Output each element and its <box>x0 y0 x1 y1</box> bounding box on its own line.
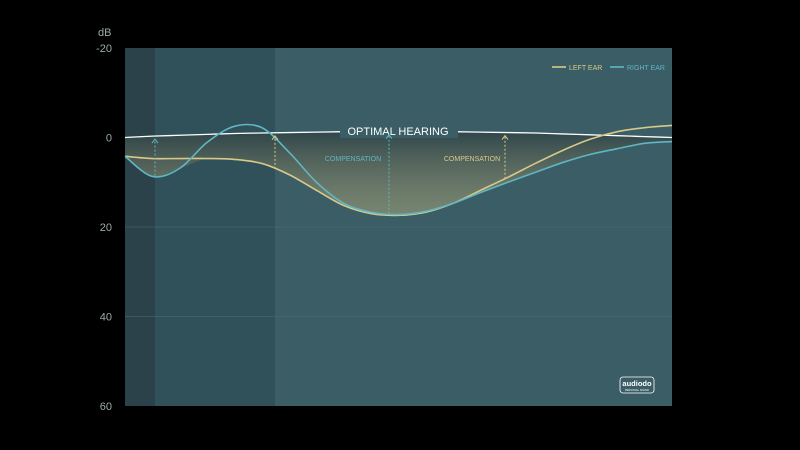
compensation-fill <box>125 131 672 216</box>
left-ear-line <box>124 124 673 217</box>
legend-left-ear: LEFT EAR <box>569 65 602 72</box>
y-tick-label: 60 <box>100 401 112 413</box>
optimal-label-bg <box>340 122 458 138</box>
svg-text:audiodo: audiodo <box>622 379 652 388</box>
y-axis-label: dB <box>98 27 111 39</box>
y-tick-label: 0 <box>106 133 112 145</box>
y-tick-label: 40 <box>100 312 112 324</box>
legend: LEFT EAR RIGHT EAR <box>552 65 665 72</box>
y-tick-label: 20 <box>100 222 112 234</box>
arrow-head-icon <box>271 134 279 141</box>
arrow-head-icon <box>501 134 509 140</box>
legend-right-ear: RIGHT EAR <box>627 65 665 72</box>
compensation-label-right: COMPENSATION <box>325 156 381 163</box>
audiodo-logo: audiodo PERSONAL SOUND <box>619 376 655 394</box>
arrow-head-icon <box>385 133 393 139</box>
arrow-head-icon <box>151 138 159 144</box>
compensation-label-left: COMPENSATION <box>444 156 500 163</box>
optimal-hearing-label: OPTIMAL HEARING <box>347 126 448 138</box>
svg-text:PERSONAL SOUND: PERSONAL SOUND <box>625 388 649 392</box>
right-ear-line <box>124 123 673 216</box>
y-tick-label: -20 <box>96 43 112 55</box>
